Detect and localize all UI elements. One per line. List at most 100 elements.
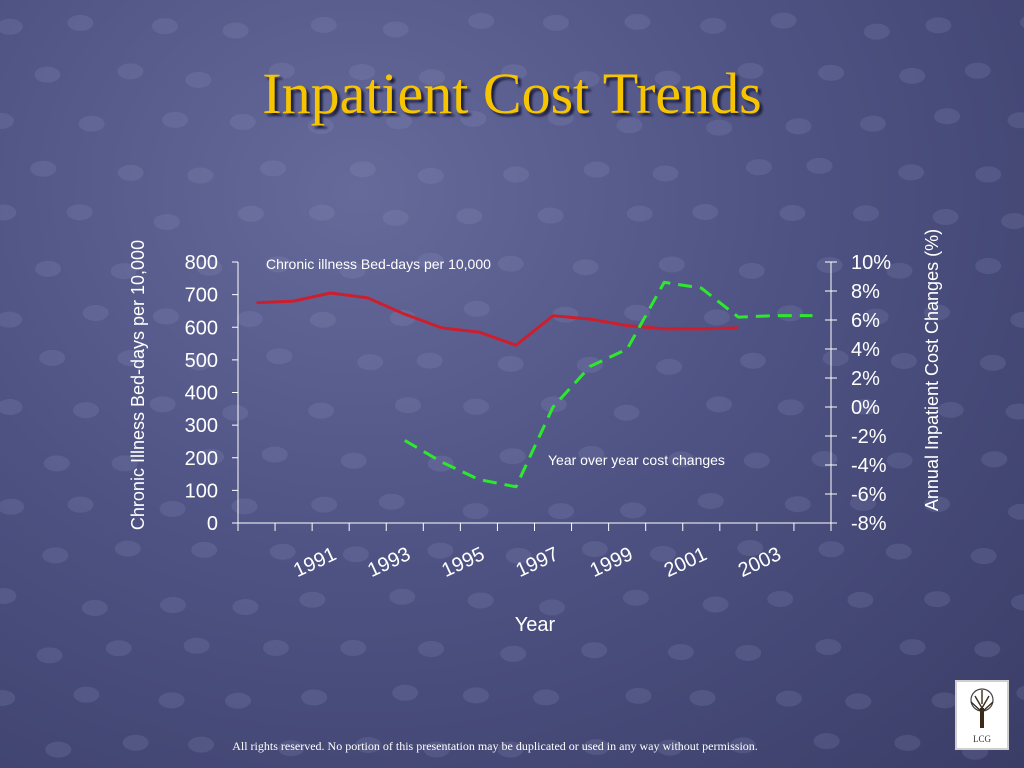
bg-dot	[859, 115, 886, 132]
bg-dot	[159, 597, 186, 614]
slide-title: Inpatient Cost Trends	[262, 61, 762, 126]
bg-dot	[702, 596, 729, 613]
bg-dot	[981, 451, 1008, 468]
y2-tick-label: -4%	[851, 455, 887, 477]
y-tick-label: 400	[185, 383, 218, 405]
bg-dot	[427, 455, 454, 472]
bg-dot	[0, 588, 17, 605]
bg-dot	[964, 62, 991, 79]
bg-dot	[198, 448, 225, 465]
bg-dot	[310, 16, 337, 33]
bg-dot	[73, 686, 100, 703]
bg-dot	[382, 209, 409, 226]
bg-dot	[357, 354, 384, 371]
bg-dot	[262, 639, 289, 656]
bg-dot	[979, 354, 1006, 371]
bg-dot	[654, 70, 681, 87]
bg-dot	[616, 117, 643, 134]
y-tick-label: 700	[185, 285, 218, 307]
bg-dot	[342, 546, 369, 563]
bg-dot	[1020, 16, 1024, 28]
bg-dot	[105, 640, 132, 657]
bg-dot	[1016, 685, 1024, 701]
bg-dot	[308, 204, 335, 221]
bg-dot	[886, 452, 913, 469]
bg-dot	[583, 161, 610, 178]
x-tick-label: 1995	[438, 543, 488, 582]
bg-dot	[162, 111, 189, 128]
bg-dot	[187, 167, 214, 184]
bg-dot	[339, 262, 366, 279]
bg-dot	[862, 308, 889, 325]
bg-dot	[572, 259, 599, 276]
bg-dot	[158, 692, 185, 709]
bg-dot	[822, 350, 849, 367]
bg-dot	[505, 547, 532, 564]
bg-dot	[261, 446, 288, 463]
series-label-bed-days: Chronic illness Bed-days per 10,000	[266, 256, 491, 272]
bg-dot	[110, 263, 137, 280]
bg-dot	[232, 598, 259, 615]
y2-tick-label: -6%	[851, 484, 887, 506]
bg-dot	[229, 113, 256, 130]
bg-dot	[66, 204, 93, 221]
bg-dot	[924, 496, 951, 513]
bg-dot	[497, 741, 524, 758]
bg-dot	[668, 451, 695, 468]
bg-dot	[0, 112, 14, 129]
bg-dot	[656, 358, 683, 375]
bg-dot	[308, 402, 335, 419]
bg-dot	[417, 252, 444, 269]
bg-dot	[186, 354, 213, 371]
bg-dot	[114, 540, 141, 557]
bg-dot	[299, 591, 326, 608]
bg-dot	[1007, 503, 1024, 520]
y2-tick-label: 10%	[851, 252, 891, 274]
bg-dot	[583, 739, 610, 756]
bg-dot	[658, 256, 685, 273]
bg-dot	[578, 445, 605, 462]
bg-dot	[806, 157, 833, 174]
bg-dot	[309, 311, 336, 328]
bg-dot	[537, 207, 564, 224]
bg-dot	[898, 164, 925, 181]
bg-dot	[767, 590, 794, 607]
bg-dot	[974, 641, 1001, 658]
lcg-logo: LCG	[955, 680, 1009, 750]
y-tick-label: 500	[185, 350, 218, 372]
bg-dot	[576, 356, 603, 373]
bg-dot	[542, 14, 569, 31]
bg-dot	[970, 548, 997, 565]
y-tick-label: 200	[185, 448, 218, 470]
bg-dot	[622, 589, 649, 606]
bg-dot	[122, 734, 149, 751]
bg-dot	[497, 255, 524, 272]
bg-dot	[548, 503, 575, 520]
bg-dot	[456, 208, 483, 225]
bg-dot	[581, 541, 608, 558]
bg-dot	[540, 396, 567, 413]
bg-dot	[278, 740, 305, 757]
y-tick-label: 800	[185, 252, 218, 274]
bg-dot	[81, 599, 108, 616]
bg-dot	[899, 639, 926, 656]
bg-dot	[885, 543, 912, 560]
y2-axis-title: Annual Inpatient Cost Changes (%)	[922, 229, 942, 511]
bg-dot	[737, 62, 764, 79]
bg-dot	[389, 588, 416, 605]
bg-dot	[735, 644, 762, 661]
bg-dot	[196, 259, 223, 276]
bg-dot	[39, 349, 66, 366]
bg-dot	[624, 13, 651, 30]
bg-dot	[656, 739, 683, 756]
bg-dot	[269, 543, 296, 560]
logo-label: LCG	[973, 734, 991, 744]
y2-tick-label: 6%	[851, 310, 880, 332]
bg-dot	[30, 160, 57, 177]
bg-dot	[419, 69, 446, 86]
bg-dot	[738, 262, 765, 279]
bg-dot	[191, 541, 218, 558]
y2-tick-label: 0%	[851, 397, 880, 419]
x-tick-label: 1993	[364, 543, 414, 582]
